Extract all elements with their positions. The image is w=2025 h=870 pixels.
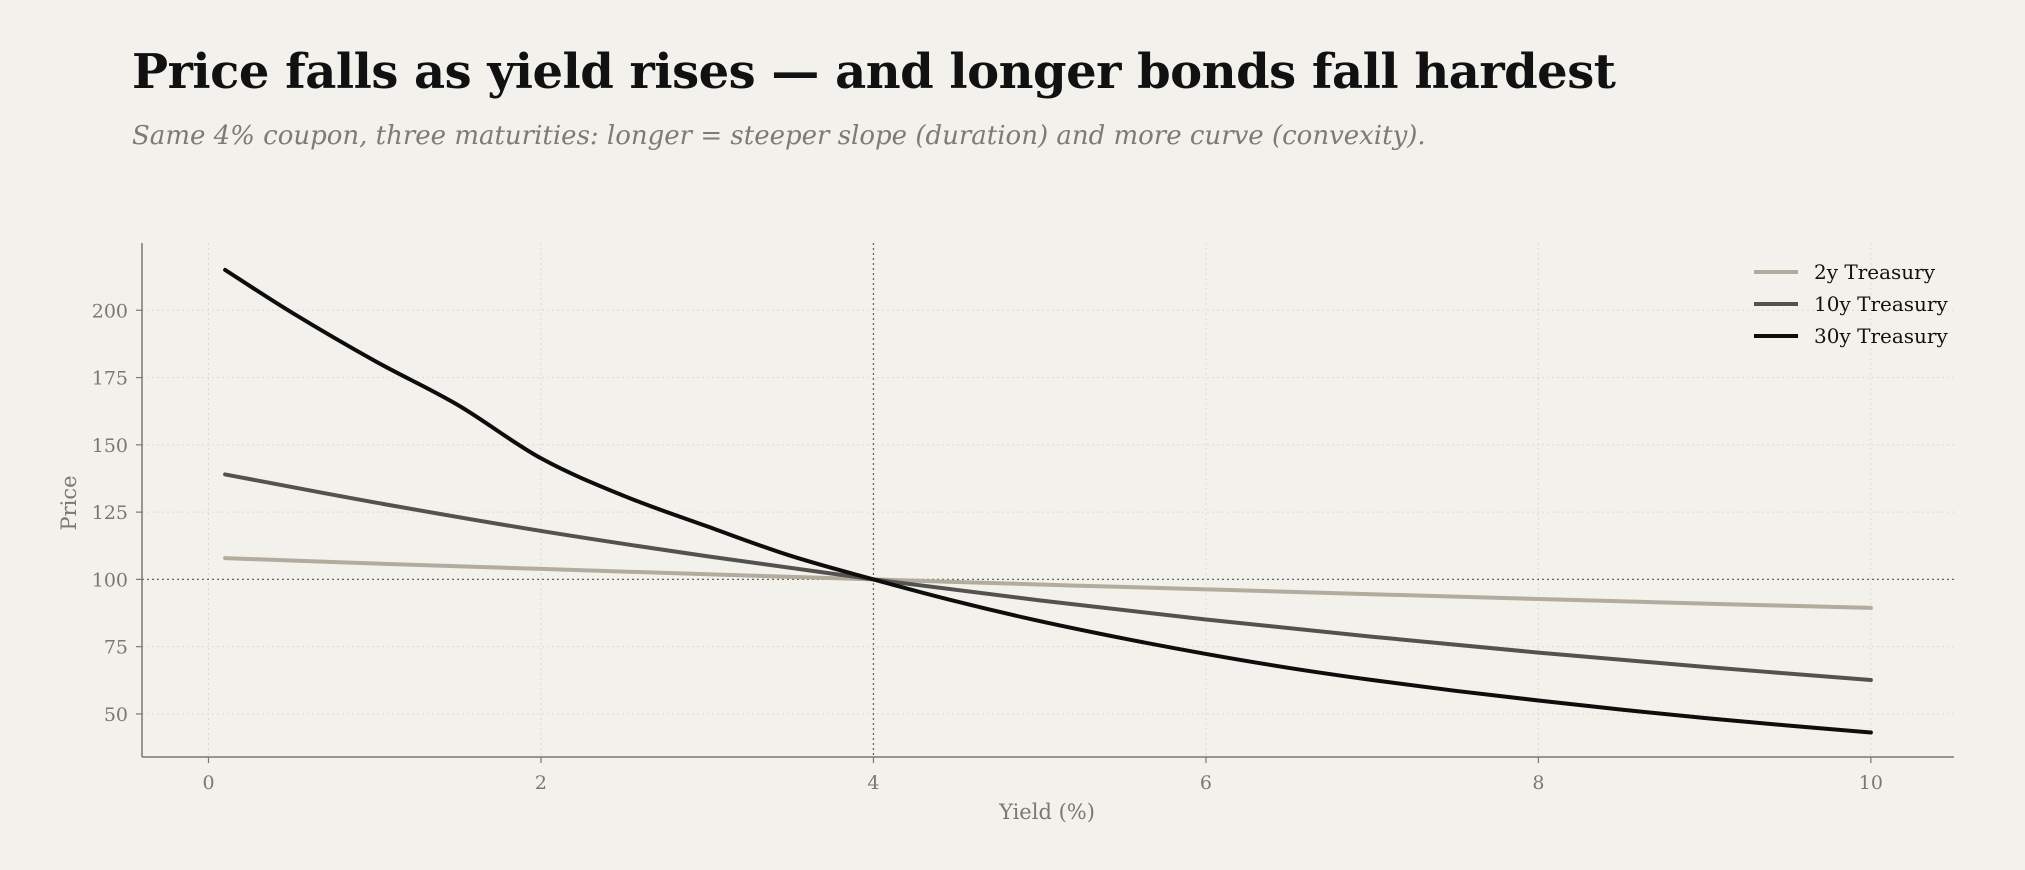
y-tick-label: 125 [92, 502, 128, 524]
reference-lines [142, 243, 1954, 757]
axes [136, 243, 1954, 763]
y-tick-label: 200 [92, 300, 128, 322]
x-tick-label: 4 [867, 772, 879, 794]
x-tick-label: 8 [1532, 772, 1544, 794]
x-axis-label: Yield (%) [998, 800, 1095, 824]
series-line-2y-treasury [223, 556, 1873, 610]
chart-subtitle: Same 4% coupon, three maturities: longer… [132, 121, 1426, 151]
y-tick-label: 50 [104, 704, 128, 726]
y-tick-label: 75 [104, 637, 128, 659]
x-tick-label: 2 [535, 772, 547, 794]
y-tick-label: 175 [92, 368, 128, 390]
x-tick-label: 0 [202, 772, 214, 794]
tick-labels: 0 2 4 6 8 10 50 75 100 125 150 175 200 [92, 300, 1883, 794]
legend-label-30y-treasury: 30y Treasury [1814, 324, 1948, 348]
y-tick-label: 150 [92, 435, 128, 457]
series-line-10y-treasury [223, 472, 1873, 683]
grid-lines [142, 243, 1954, 757]
y-axis-label: Price [57, 475, 81, 530]
legend-label-10y-treasury: 10y Treasury [1814, 292, 1948, 316]
chart-title: Price falls as yield rises — and longer … [132, 44, 1616, 100]
legend: 2y Treasury 10y Treasury 30y Treasury [1754, 260, 1948, 348]
legend-label-2y-treasury: 2y Treasury [1814, 260, 1936, 284]
series-line-30y-treasury [223, 267, 1873, 735]
y-tick-label: 100 [92, 569, 128, 591]
x-tick-label: 6 [1200, 772, 1212, 794]
series-lines [223, 267, 1873, 735]
x-tick-label: 10 [1859, 772, 1883, 794]
